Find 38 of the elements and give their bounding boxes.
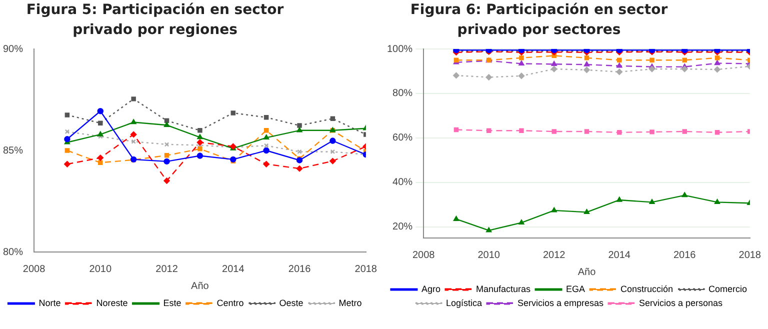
x-tick-label: 2016 bbox=[288, 264, 312, 275]
legend-label: Manufacturas bbox=[476, 284, 531, 294]
legend-label: Este bbox=[163, 298, 182, 308]
y-tick-label: 60% bbox=[392, 132, 413, 144]
y-tick-label: 80% bbox=[3, 246, 24, 258]
x-tick-label: 2016 bbox=[673, 250, 696, 261]
legend-label: Servicios a personas bbox=[639, 298, 724, 308]
legend-label: Agro bbox=[421, 284, 440, 294]
x-tick-label: 2014 bbox=[608, 250, 631, 261]
x-tick-label: 2014 bbox=[222, 264, 245, 275]
legend-label: Norte bbox=[38, 298, 61, 308]
chart-title: Figura 6: Participación en sector privado por sectores bbox=[409, 1, 669, 40]
legend-label: Metro bbox=[338, 298, 362, 308]
y-tick-label: 100% bbox=[387, 44, 413, 55]
legend-label: Logística bbox=[446, 298, 482, 308]
x-tick-label: 2018 bbox=[738, 250, 762, 261]
legend-label: Centro bbox=[216, 298, 244, 308]
x-axis-title: Año bbox=[191, 280, 210, 292]
legend-label: Comercio bbox=[708, 284, 748, 294]
legend-label: Servicios a empresas bbox=[517, 298, 604, 308]
chart-title: Figura 5: Participación en sector privado por regiones bbox=[25, 1, 285, 40]
legend-label: EGA bbox=[566, 284, 586, 294]
x-tick-label: 2010 bbox=[478, 250, 500, 261]
x-tick-label: 2012 bbox=[156, 264, 178, 275]
legend-label: Noreste bbox=[96, 298, 128, 308]
x-tick-label: 2010 bbox=[89, 264, 112, 275]
legend-label: Oeste bbox=[279, 298, 304, 308]
x-tick-label: 2018 bbox=[354, 264, 378, 275]
y-tick-label: 90% bbox=[3, 44, 24, 55]
y-tick-label: 80% bbox=[392, 88, 413, 100]
legend-label: Construcción bbox=[620, 284, 674, 294]
y-tick-label: 20% bbox=[392, 222, 413, 233]
y-tick-label: 40% bbox=[392, 177, 413, 188]
x-tick-label: 2012 bbox=[542, 250, 566, 261]
x-axis-title: Año bbox=[578, 266, 596, 278]
x-tick-label: 2008 bbox=[412, 250, 436, 261]
x-tick-label: 2008 bbox=[22, 264, 46, 275]
y-tick-label: 85% bbox=[3, 145, 24, 156]
